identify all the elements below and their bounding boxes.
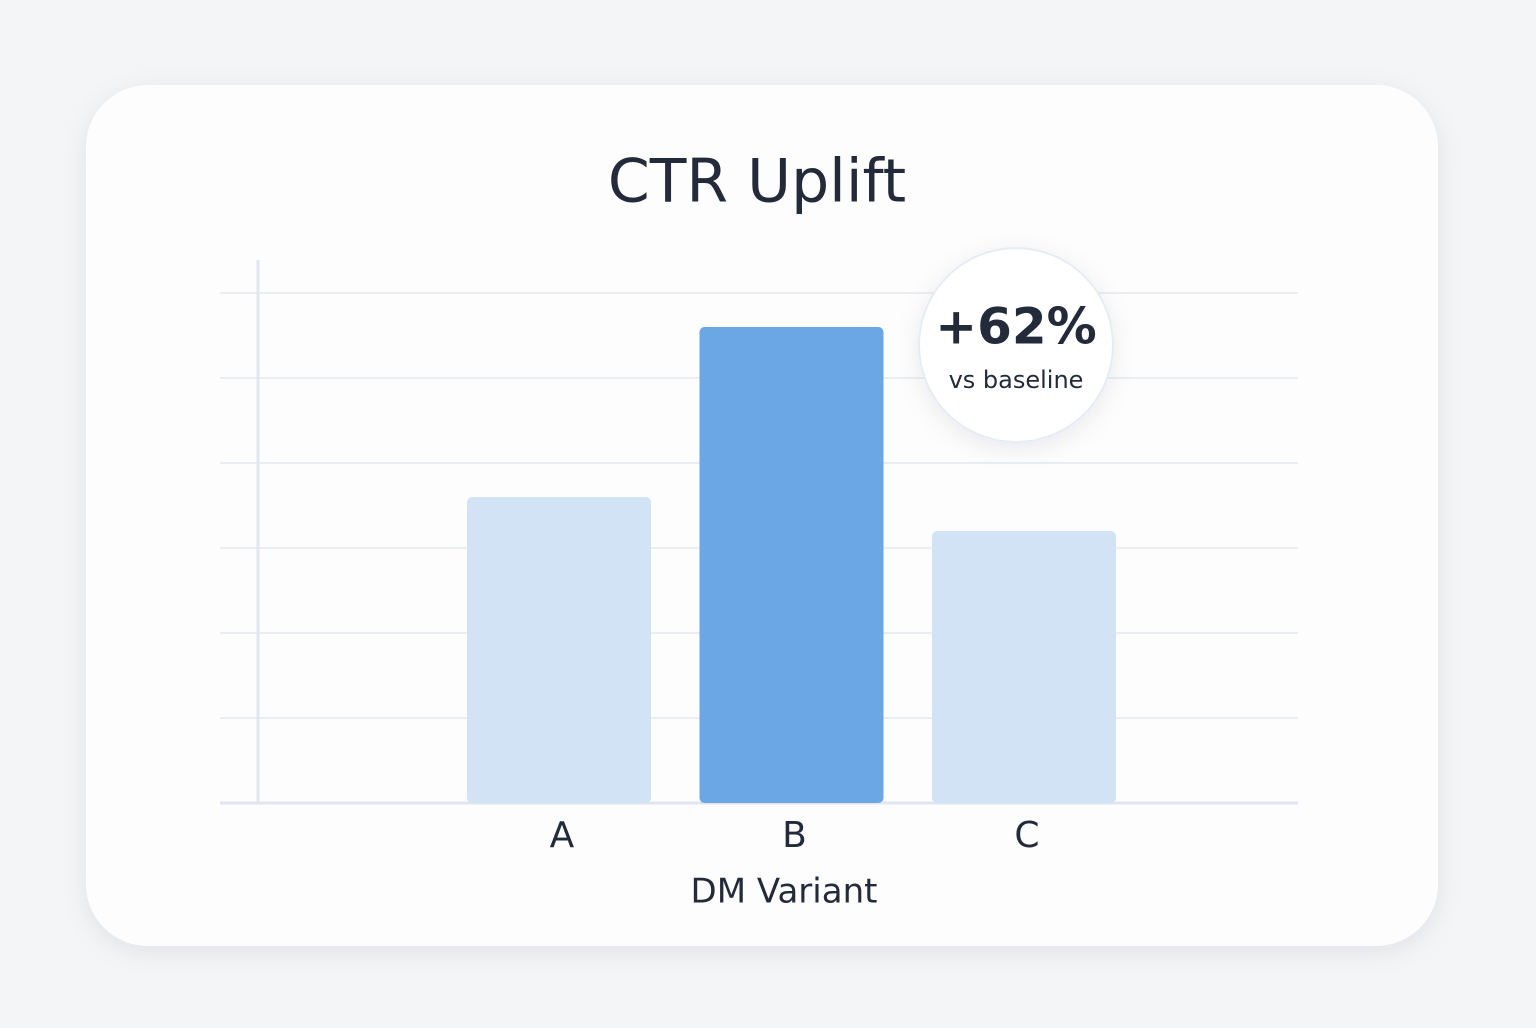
x-axis-label: DM Variant — [691, 872, 878, 912]
badge-caption: vs baseline — [949, 366, 1084, 394]
chart-title: CTR Uplift — [608, 147, 906, 217]
x-tick-label: A — [550, 815, 575, 856]
badge-value: +62% — [935, 298, 1097, 356]
bar — [467, 497, 651, 803]
badge-circle — [918, 247, 1114, 443]
plot-area: A B C — [220, 292, 1298, 856]
bar — [932, 531, 1116, 803]
x-tick-label: B — [782, 815, 807, 856]
bar — [699, 327, 884, 803]
x-tick-label: C — [1014, 815, 1039, 856]
badge: +62% vs baseline — [918, 247, 1114, 443]
